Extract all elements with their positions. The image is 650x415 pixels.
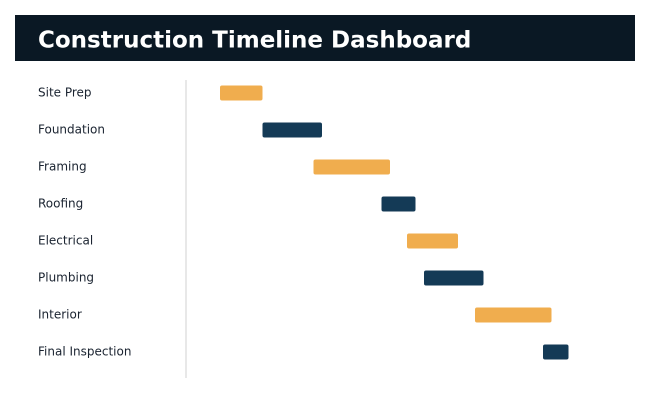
task-bar (220, 85, 263, 101)
task-bar (313, 159, 390, 175)
task-label: Plumbing (38, 271, 94, 285)
task-label: Electrical (38, 234, 93, 248)
chart-title: Construction Timeline Dashboard (38, 28, 471, 54)
task-bar (262, 122, 322, 138)
task-label: Interior (38, 308, 82, 322)
task-bar (424, 270, 484, 286)
task-label: Final Inspection (38, 345, 131, 359)
header-bar (15, 15, 635, 61)
task-label: Foundation (38, 123, 105, 137)
task-label: Framing (38, 160, 87, 174)
task-bar (475, 307, 552, 323)
task-label: Roofing (38, 197, 83, 211)
task-bar (543, 344, 569, 360)
task-bar (407, 233, 458, 249)
task-label: Site Prep (38, 86, 92, 100)
task-bar (381, 196, 416, 212)
